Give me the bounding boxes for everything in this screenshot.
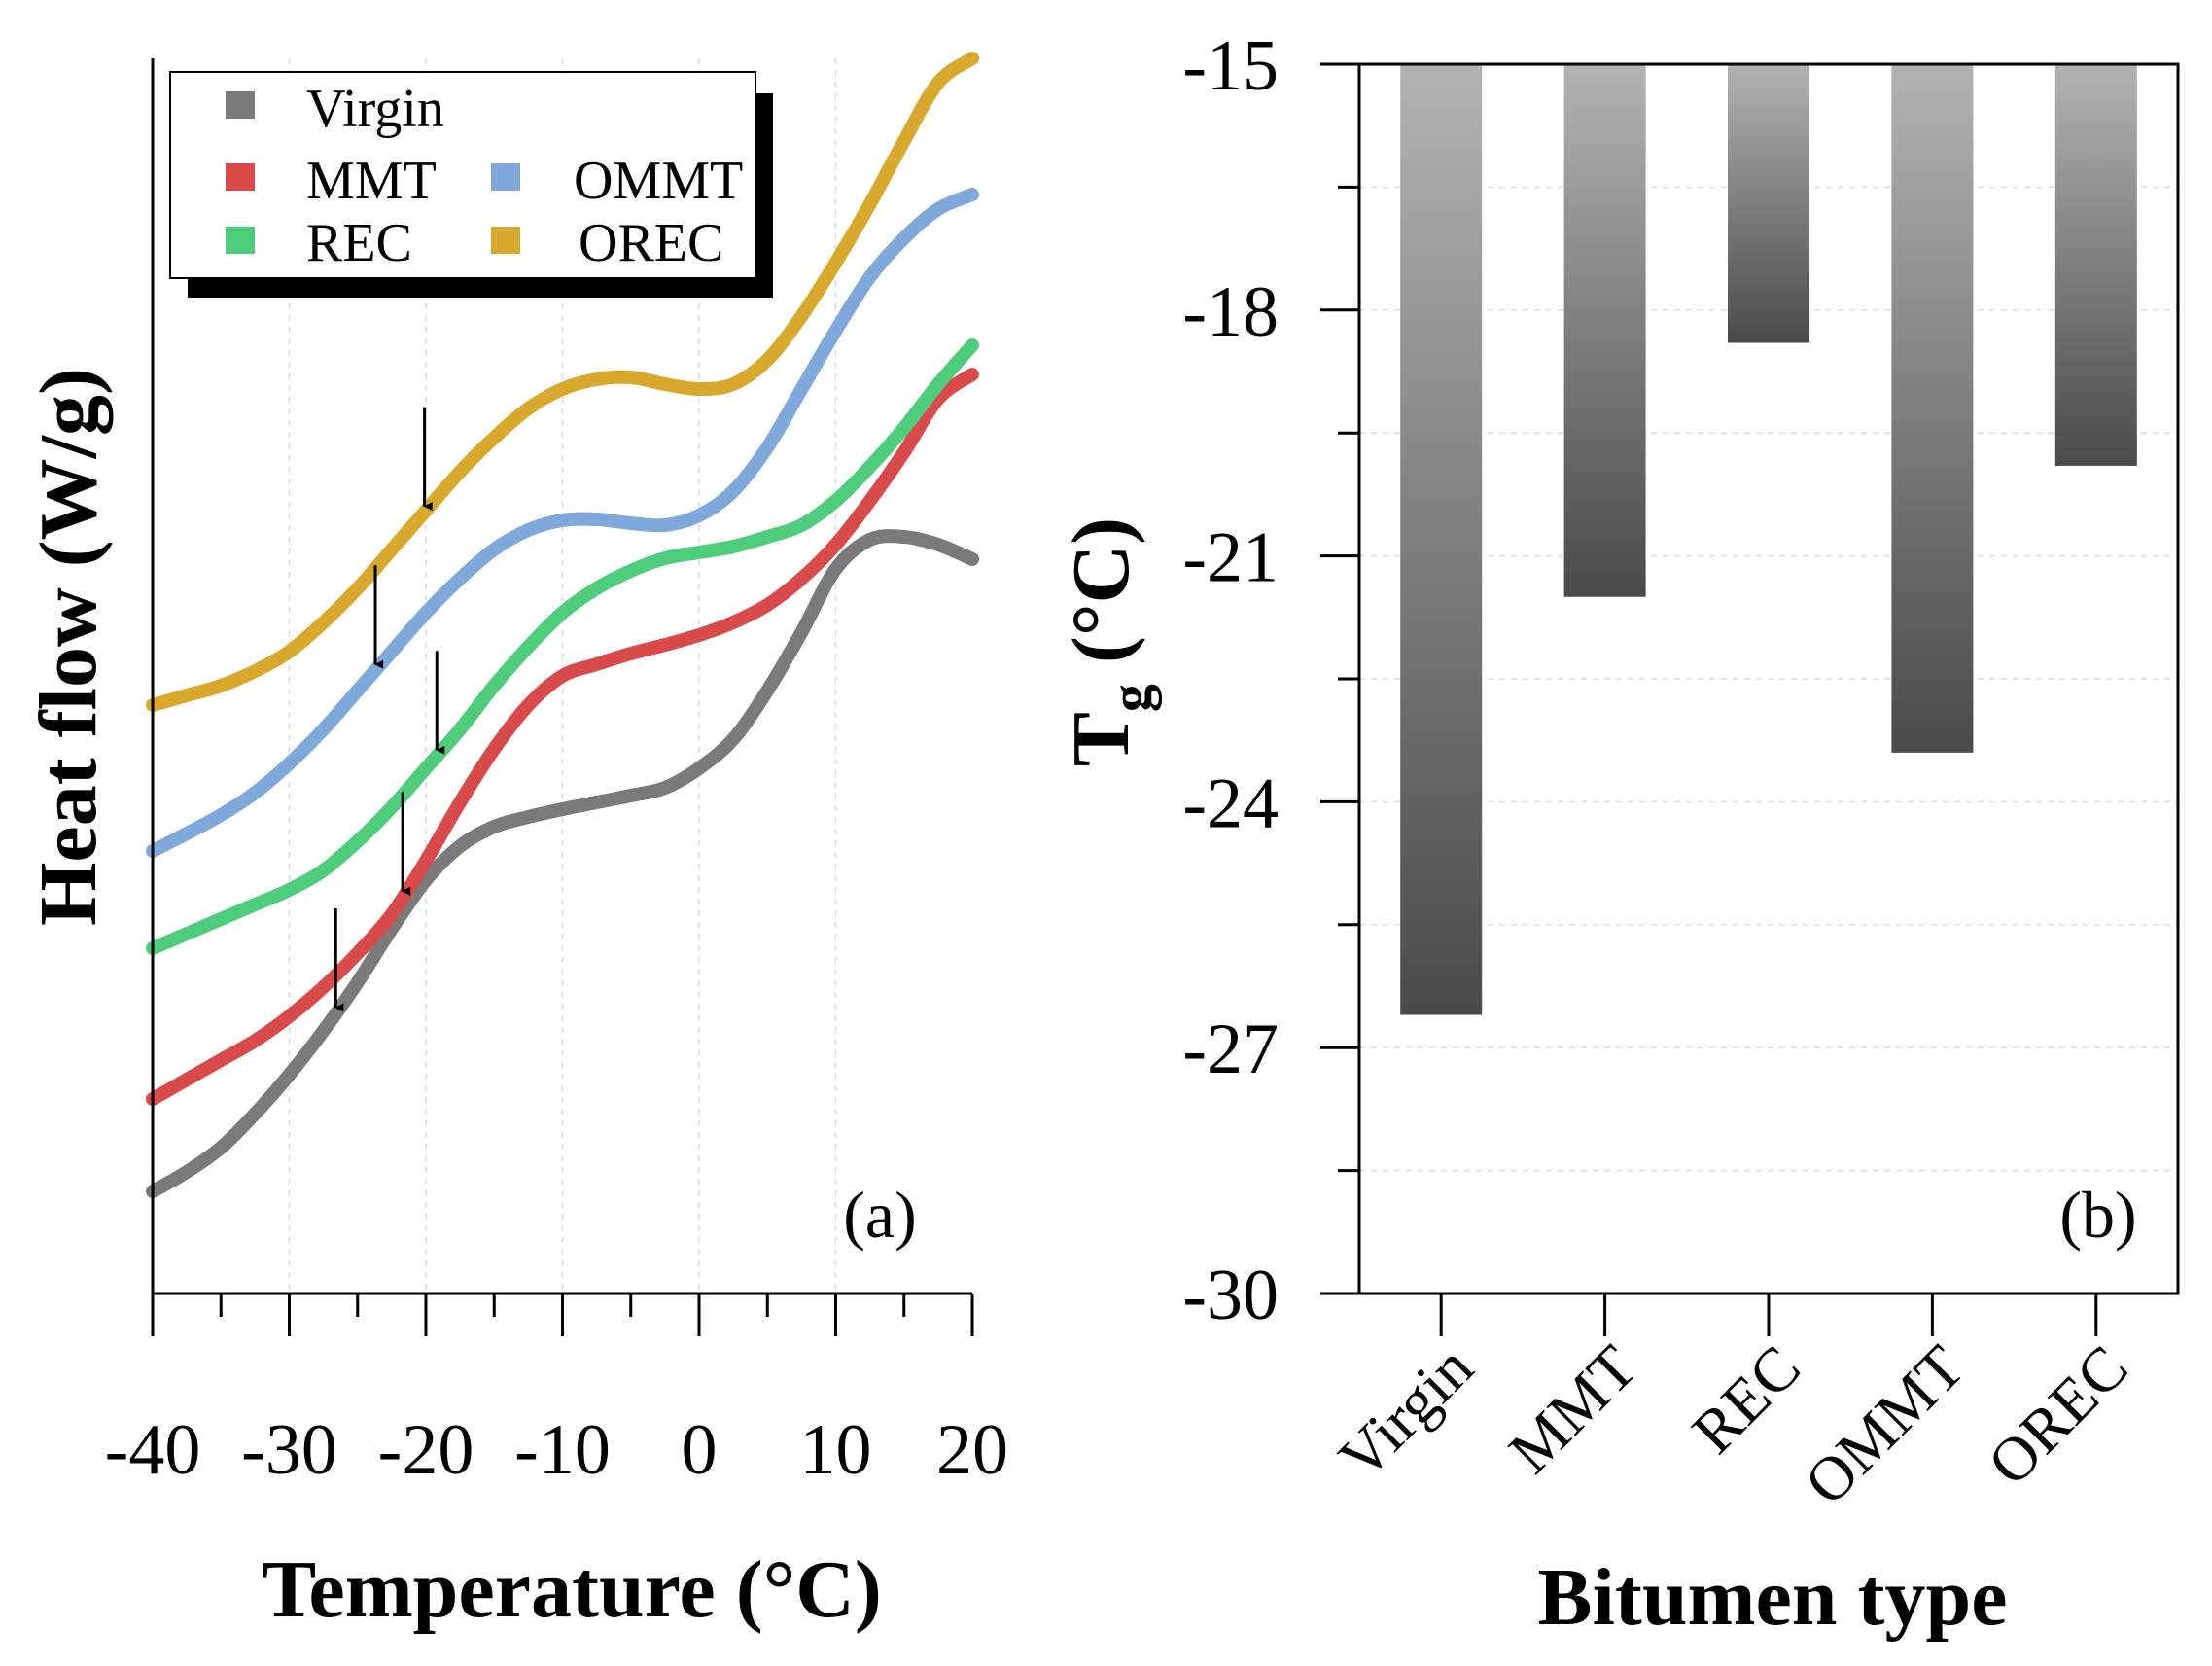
bar-orec [2054,64,2137,466]
panel-a-y-axis-title: Heat flow (W/g) [23,368,114,926]
panel-a-series [146,52,979,1198]
legend-label-rec: REC [306,213,412,273]
panel-b-y-tick-label: -15 [1182,26,1279,106]
legend-box [169,71,756,279]
panel-b-bars [1400,64,2137,1015]
panel-a-x-tick-label: 20 [936,1410,1008,1490]
series-line-virgin [146,529,979,1198]
panel-b-y-axis-title-unit: (°C) [1056,517,1146,684]
panel-b-y-axis-title-main: T [1056,712,1146,766]
panel-a-heat-flow: -40 -30 -20 -10 0 10 20 Virgin MMT OMMT REC OR… [23,52,1008,1635]
panel-a-x-tick-label: 10 [800,1410,872,1490]
legend-swatch-orec [491,227,520,254]
panel-b-y-tick-label: -18 [1182,272,1279,352]
panel-b-x-tick-label-rec: REC [1679,1332,1813,1467]
legend-label-ommt: OMMT [574,151,743,211]
panel-b-y-tick-label: -21 [1182,518,1279,598]
bar-ommt [1891,64,1974,753]
legend-swatch-virgin [226,91,255,119]
panel-b-x-tick-label-mmt: MMT [1495,1332,1649,1486]
panel-a-x-axis-title: Temperature (°C) [262,1544,882,1635]
panel-b-y-tick-label: -27 [1182,1010,1279,1089]
legend-swatch-rec [226,227,255,254]
panel-b-y-axis-title-sub: g [1099,684,1162,712]
panel-b-y-tick-label: -24 [1182,763,1279,843]
panel-a-tag: (a) [843,1178,916,1252]
panel-b-x-tick-label-virgin: Virgin [1325,1332,1486,1493]
series-line-orec [146,52,979,712]
legend-swatch-ommt [491,163,520,191]
panel-a-x-tick-label: 0 [682,1410,718,1490]
panel-a-gridlines [288,58,837,1294]
panel-b-tag: (b) [2059,1178,2136,1252]
panel-b-y-axis-title: Tg (°C) [1056,517,1162,766]
legend-label-orec: OREC [579,213,723,273]
bar-rec [1728,64,1809,343]
panel-a-x-ticks: -40 -30 -20 -10 0 10 20 [105,1294,1008,1490]
panel-b-y-ticks: -15 -18 -21 -24 -27 -30 [1182,26,1359,1335]
bar-mmt [1563,64,1646,597]
panel-a-tg-arrows [334,407,445,1012]
panel-a-x-tick-label: -40 [105,1410,201,1490]
panel-b-x-tick-label-orec: OREC [1975,1332,2141,1499]
series-line-mmt [146,368,979,1106]
panel-b-tg-bars: -15-18-21-24-27-30 Virgin MMT RECOMMTOREC … [1056,26,2180,1643]
series-line-rec [146,338,979,955]
panel-a-legend: Virgin MMT OMMT REC OREC [169,71,773,298]
legend-swatch-mmt [226,163,255,191]
panel-b-y-tick-label: -30 [1182,1256,1279,1335]
legend-label-virgin: Virgin [306,79,444,139]
bar-virgin [1400,64,1483,1015]
panel-a-x-tick-label: -10 [514,1410,611,1490]
panel-b-x-axis-title: Bitumen type [1538,1552,2008,1643]
series-line-ommt [146,188,979,858]
legend-label-mmt: MMT [306,151,437,211]
panel-a-x-tick-label: -20 [378,1410,474,1490]
panel-a-x-tick-label: -30 [241,1410,337,1490]
panel-b-x-tick-label-ommt: OMMT [1791,1332,1977,1518]
